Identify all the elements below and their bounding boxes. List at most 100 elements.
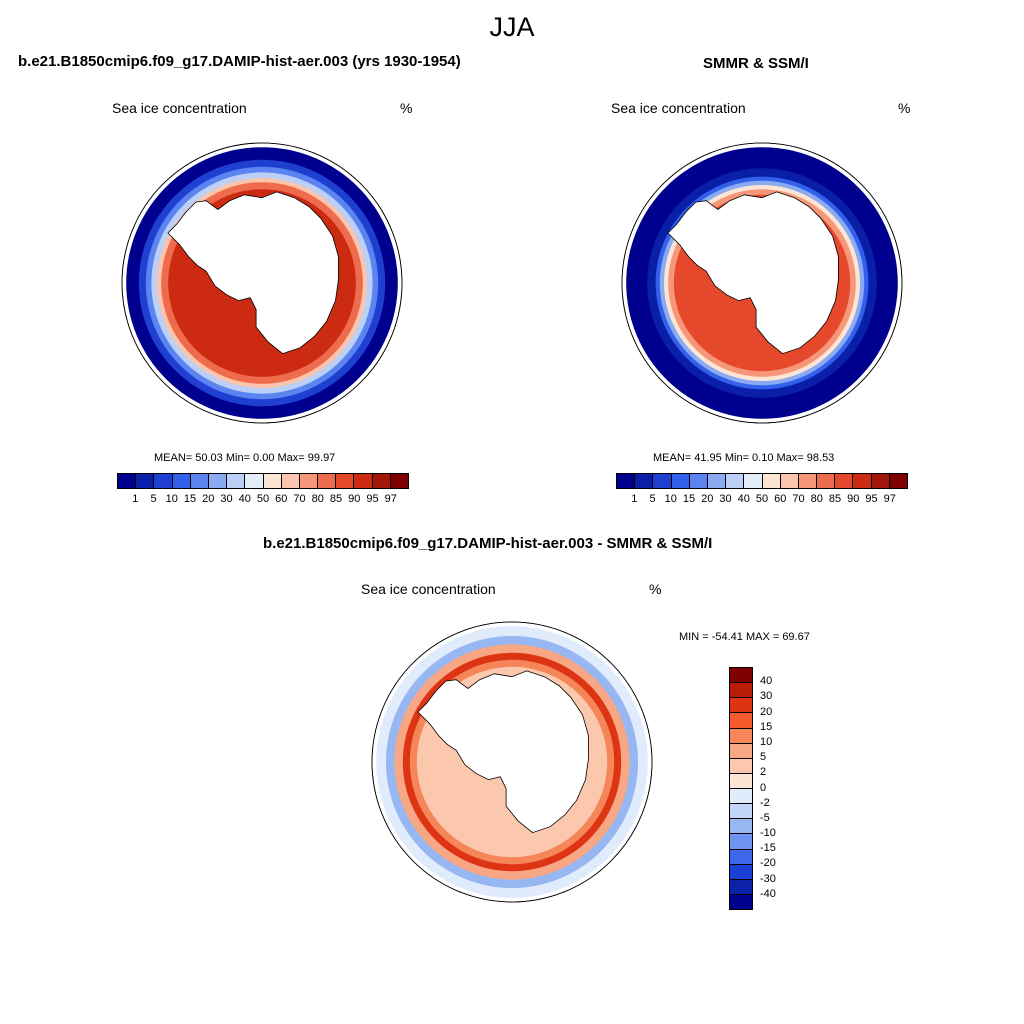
colorbar-tick-label: 50 (256, 493, 270, 505)
colorbar-tick-label: 10 (760, 735, 773, 748)
colorbar-cell (390, 474, 408, 488)
colorbar-cell (730, 849, 752, 865)
colorbar-cell (281, 474, 300, 488)
colorbar-tick-label: 1 (132, 493, 139, 505)
colorbar-tick-label: -10 (760, 827, 776, 840)
colorbar-tick-label: -20 (760, 857, 776, 870)
colorbar-cell (730, 894, 752, 909)
antarctica-land (417, 670, 589, 834)
colorbar-tick-label: 85 (329, 493, 343, 505)
colorbar-tick-label: 50 (755, 493, 769, 505)
colorbar-cell (730, 758, 752, 774)
colorbar-cell (208, 474, 228, 488)
colorbar-cell (730, 728, 752, 744)
colorbar-tick-label: -30 (760, 872, 776, 885)
model-sea-ice-map (121, 142, 403, 424)
colorbar-cell (730, 668, 752, 684)
panel-diff-title: b.e21.B1850cmip6.f09_g17.DAMIP-hist-aer.… (263, 535, 713, 552)
colorbar-tick-label: 85 (828, 493, 842, 505)
colorbar-cell (227, 474, 246, 488)
panel-diff-variable: Sea ice concentration (361, 581, 496, 597)
model-colorbar (117, 473, 409, 489)
model-colorbar-ticks: 1 5 10 15 20 30 40 50 60 70 80 85 90 95 97 (117, 493, 409, 507)
colorbar-tick-label: 5 (760, 751, 767, 764)
colorbar-cell (172, 474, 191, 488)
diff-colorbar (729, 667, 753, 910)
colorbar-cell (871, 474, 890, 488)
panel-diff-stats: MIN = -54.41 MAX = 69.67 (679, 631, 810, 643)
colorbar-tick-label: 70 (293, 493, 306, 505)
panel-model-unit: % (400, 100, 413, 116)
colorbar-tick-label: 95 (366, 493, 379, 505)
panel-obs-title: SMMR & SSM/I (703, 55, 809, 72)
colorbar-cell (653, 474, 672, 488)
colorbar-cell (617, 474, 636, 488)
colorbar-cell (318, 474, 337, 488)
colorbar-cell (245, 474, 264, 488)
colorbar-cell (154, 474, 173, 488)
colorbar-tick-label: 70 (792, 493, 805, 505)
colorbar-cell (730, 713, 752, 729)
colorbar-cell (762, 474, 781, 488)
colorbar-tick-label: -15 (760, 842, 776, 855)
colorbar-tick-label: 40 (760, 675, 773, 688)
colorbar-cell (190, 474, 209, 488)
colorbar-cell (689, 474, 708, 488)
colorbar-cell (263, 474, 282, 488)
colorbar-cell (354, 474, 373, 488)
colorbar-cell (730, 743, 752, 759)
obs-colorbar-ticks: 1 5 10 15 20 30 40 50 60 70 80 85 90 95 97 (616, 493, 908, 507)
colorbar-tick-label: 15 (682, 493, 696, 505)
colorbar-tick-label: 20 (760, 705, 773, 718)
colorbar-cell (730, 834, 752, 850)
colorbar-tick-label: 97 (883, 493, 896, 505)
antarctica-land (167, 191, 339, 355)
colorbar-tick-label: 2 (760, 766, 767, 779)
colorbar-cell (730, 864, 752, 880)
colorbar-cell (730, 804, 752, 820)
colorbar-tick-label: -40 (760, 887, 776, 900)
colorbar-tick-label: 5 (150, 493, 157, 505)
panel-model-title: b.e21.B1850cmip6.f09_g17.DAMIP-hist-aer.… (18, 53, 461, 70)
colorbar-cell (730, 773, 752, 789)
colorbar-cell (835, 474, 854, 488)
colorbar-cell (730, 819, 752, 835)
panel-obs-stats: MEAN= 41.95 Min= 0.10 Max= 98.53 (653, 452, 835, 464)
panel-obs-unit: % (898, 100, 911, 116)
colorbar-cell (889, 474, 907, 488)
colorbar-tick-label: 40 (238, 493, 251, 505)
colorbar-tick-label: 30 (719, 493, 732, 505)
colorbar-cell (671, 474, 690, 488)
colorbar-tick-label: 60 (774, 493, 787, 505)
colorbar-tick-label: 5 (649, 493, 656, 505)
colorbar-cell (853, 474, 872, 488)
colorbar-tick-label: 10 (165, 493, 178, 505)
colorbar-tick-label: 60 (275, 493, 288, 505)
panel-model-stats: MEAN= 50.03 Min= 0.00 Max= 99.97 (154, 452, 336, 464)
colorbar-tick-label: 90 (348, 493, 361, 505)
colorbar-cell (730, 698, 752, 714)
panel-obs-variable: Sea ice concentration (611, 100, 746, 116)
diff-colorbar-ticks: 40 30 20 15 10 5 2 0 -2 -5 -10 -15 -20 -30 -40 (760, 667, 800, 910)
colorbar-tick-label: 1 (631, 493, 638, 505)
colorbar-cell (798, 474, 818, 488)
colorbar-cell (780, 474, 799, 488)
panel-model-variable: Sea ice concentration (112, 100, 247, 116)
colorbar-tick-label: 40 (737, 493, 750, 505)
colorbar-cell (744, 474, 763, 488)
colorbar-tick-label: 20 (202, 493, 215, 505)
colorbar-cell (730, 879, 752, 895)
colorbar-tick-label: 20 (701, 493, 714, 505)
antarctica-land (667, 191, 839, 355)
colorbar-tick-label: -5 (760, 811, 770, 824)
colorbar-tick-label: -2 (760, 796, 770, 809)
colorbar-tick-label: 30 (220, 493, 233, 505)
colorbar-tick-label: 15 (760, 720, 773, 733)
colorbar-cell (299, 474, 319, 488)
colorbar-cell (817, 474, 836, 488)
colorbar-cell (372, 474, 391, 488)
colorbar-cell (118, 474, 137, 488)
obs-colorbar (616, 473, 908, 489)
colorbar-cell (635, 474, 654, 488)
colorbar-tick-label: 80 (311, 493, 324, 505)
